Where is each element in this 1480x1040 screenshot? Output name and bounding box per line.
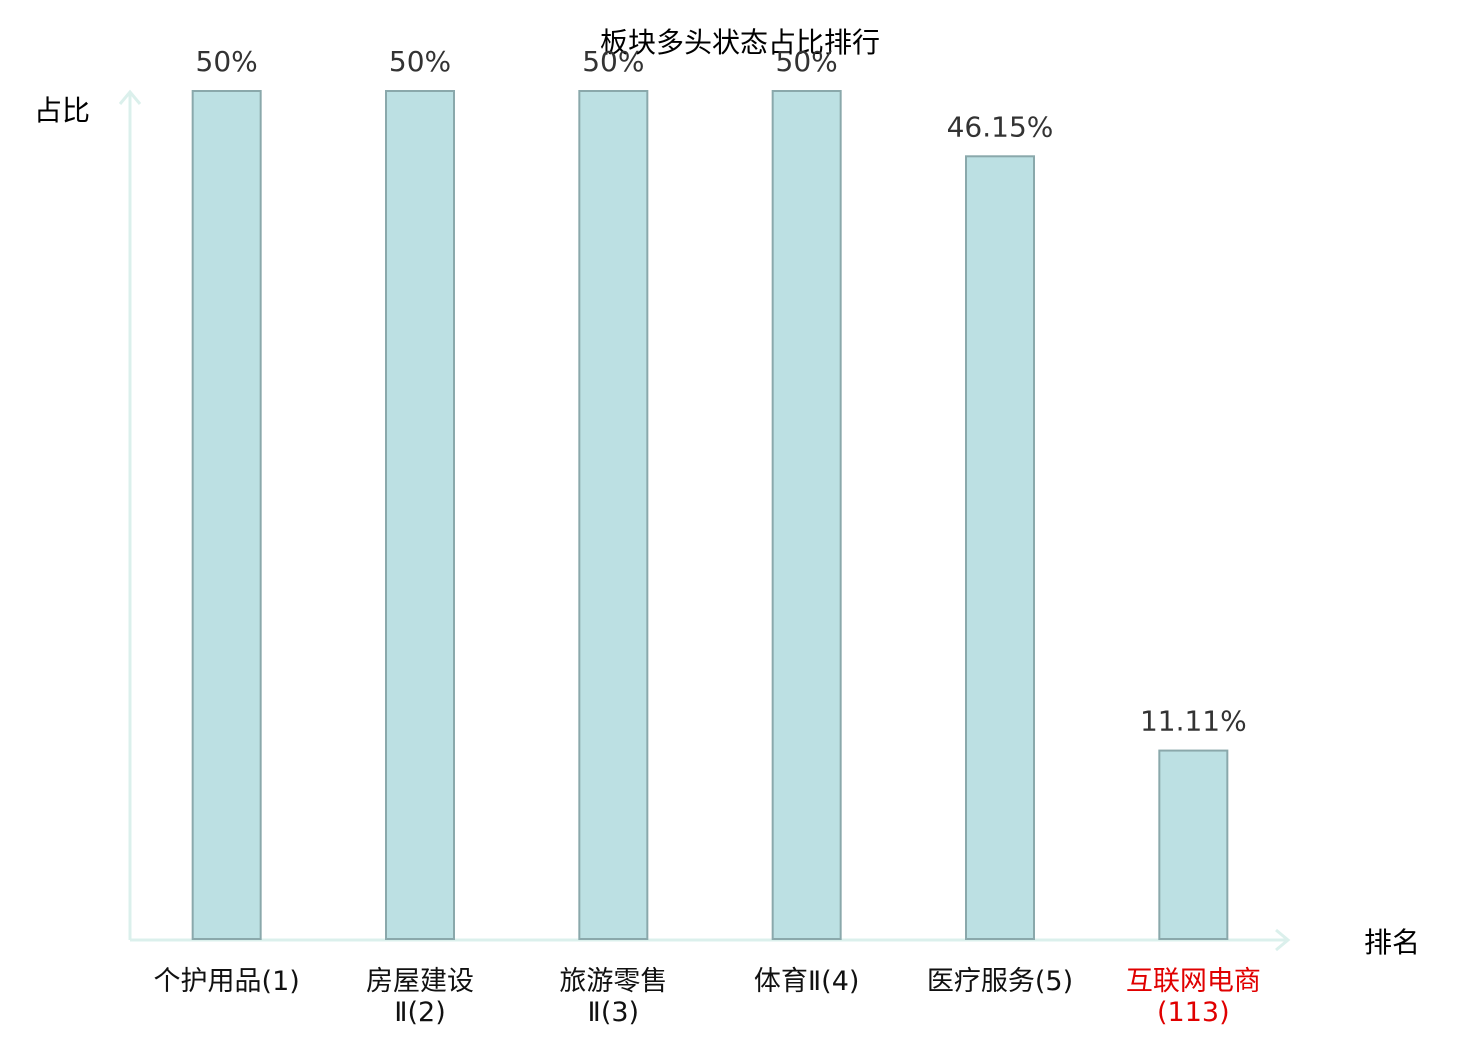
value-label: 50%: [582, 45, 644, 78]
value-label: 46.15%: [947, 110, 1054, 143]
bar: [1158, 749, 1229, 940]
bar: [578, 90, 649, 940]
x-tick-label: 医疗服务(5): [926, 966, 1074, 997]
value-label: 11.11%: [1140, 705, 1247, 738]
x-axis-arrow: [1275, 928, 1291, 952]
x-tick-label: 个护用品(1): [153, 966, 300, 997]
x-axis-label: 排名: [1364, 926, 1420, 959]
y-axis-label: 占比: [34, 94, 90, 127]
y-axis-arrow: [118, 89, 142, 105]
x-tick-label: 体育Ⅱ(4): [753, 966, 860, 997]
value-label: 50%: [389, 45, 451, 78]
x-tick-label: 旅游零售Ⅱ(3): [559, 966, 668, 1028]
bar: [771, 90, 842, 940]
value-label: 50%: [196, 45, 258, 78]
bar: [965, 155, 1035, 940]
x-tick-label: 互联网电商(113): [1125, 966, 1261, 1028]
bar: [191, 90, 262, 940]
bar: [385, 90, 455, 940]
x-tick-label: 房屋建设Ⅱ(2): [366, 966, 474, 1028]
value-label: 50%: [776, 45, 838, 78]
chart-title: 板块多头状态占比排行: [600, 26, 880, 59]
